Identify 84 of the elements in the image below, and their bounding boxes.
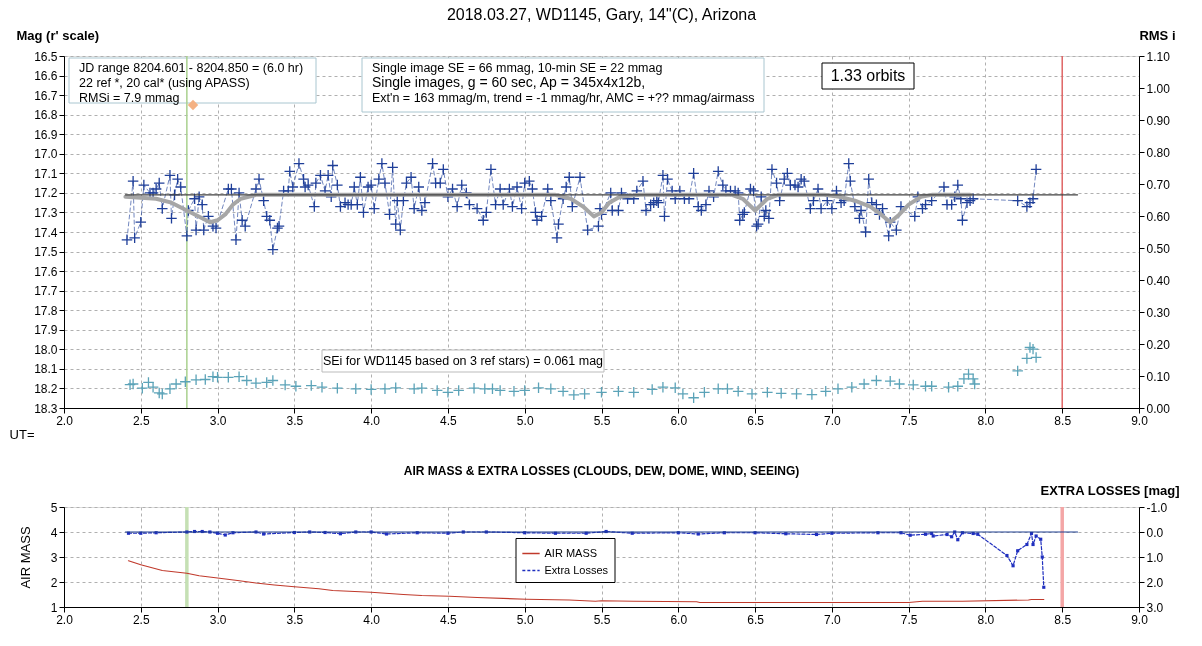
x-tick-label: 6.0 <box>670 612 688 627</box>
y2-tick-label: 1.0 <box>1146 550 1164 565</box>
x-tick-label: 8.0 <box>977 413 995 428</box>
x-tick-label: 6.5 <box>747 612 765 627</box>
x-axis-title: UT= <box>9 426 35 442</box>
x-tick-label: 3.5 <box>286 612 304 627</box>
chart-title: AIR MASS & EXTRA LOSSES (CLOUDS, DEW, DOME, WIND, SEEING) <box>403 464 800 478</box>
y2-tick-label: 0.40 <box>1146 273 1171 288</box>
y-tick-label: 18.0 <box>34 342 58 357</box>
y-tick-label: 16.8 <box>34 108 58 123</box>
y2-tick-label: 0.30 <box>1146 305 1171 320</box>
y2-tick-label: 0.90 <box>1146 113 1171 128</box>
x-tick-label: 5.5 <box>593 612 611 627</box>
x-tick-label: 5.5 <box>593 413 611 428</box>
y-tick-label: 16.6 <box>34 69 58 84</box>
y-tick-label: 17.6 <box>34 264 58 279</box>
x-tick-label: 2.5 <box>132 612 150 627</box>
x-tick-label: 8.5 <box>1054 612 1072 627</box>
x-tick-label: 8.0 <box>977 612 995 627</box>
x-tick-label: 3.0 <box>209 612 227 627</box>
y2-tick-label: 2.0 <box>1146 575 1164 590</box>
x-tick-label: 3.5 <box>286 413 304 428</box>
x-tick-label: 9.0 <box>1131 413 1149 428</box>
y-tick-label: 1 <box>50 600 58 615</box>
y-tick-label: 4 <box>50 525 58 540</box>
y-axis-title: AIR MASS <box>17 526 33 589</box>
x-tick-label: 7.5 <box>900 413 918 428</box>
y-tick-label: 18.1 <box>34 362 58 377</box>
y-tick-label: 5 <box>50 500 58 515</box>
y2-axis-title: RMS i <box>1139 27 1176 43</box>
y-tick-label: 17.7 <box>34 284 58 299</box>
chart-title: 2018.03.27, WD1145, Gary, 14"(C), Arizona <box>446 6 757 23</box>
y-tick-label: 17.2 <box>34 186 58 201</box>
y2-tick-label: -1.0 <box>1146 500 1168 515</box>
y-tick-label: 16.9 <box>34 127 58 142</box>
y-tick-label: 17.3 <box>34 205 58 220</box>
y2-tick-label: 0.70 <box>1146 177 1171 192</box>
x-tick-label: 6.0 <box>670 413 688 428</box>
y-axis-title: Mag (r' scale) <box>16 27 100 43</box>
x-tick-label: 9.0 <box>1131 612 1149 627</box>
x-tick-label: 5.0 <box>516 612 534 627</box>
x-tick-label: 2.0 <box>56 612 74 627</box>
x-tick-label: 8.5 <box>1054 413 1072 428</box>
annotation: JD range 8204.601 - 8204.850 = (6.0 hr) 22 ref *, 20 cal* (using APASS) RMSi = 7.9 mmag <box>79 61 304 105</box>
x-tick-label: 6.5 <box>747 413 765 428</box>
annotation: SEi for WD1145 based on 3 ref stars) = 0.061 mag <box>322 354 604 368</box>
x-tick-label: 7.5 <box>900 612 918 627</box>
x-tick-label: 2.0 <box>56 413 74 428</box>
annotation: 1.33 orbits <box>830 67 906 84</box>
y-tick-label: 18.3 <box>34 401 58 416</box>
x-tick-label: 4.5 <box>440 612 458 627</box>
legend-label: Extra Losses <box>544 563 609 576</box>
y-tick-label: 2 <box>50 575 58 590</box>
y2-tick-label: 0.00 <box>1146 401 1171 416</box>
y2-tick-label: 0.0 <box>1146 525 1164 540</box>
y-tick-label: 17.1 <box>34 166 58 181</box>
y-tick-label: 16.5 <box>34 49 58 64</box>
y2-tick-label: 0.50 <box>1146 241 1171 256</box>
x-tick-label: 4.0 <box>363 612 381 627</box>
y2-tick-label: 0.80 <box>1146 145 1171 160</box>
legend-label: AIR MASS <box>544 546 598 559</box>
x-tick-label: 4.5 <box>440 413 458 428</box>
y-tick-label: 17.8 <box>34 303 58 318</box>
annotation: Single image SE = 66 mmag, 10-min SE = 22 mmag Single images, g = 60 sec, Ap = 345x4x12b, Ext'n = 163 mmag/m, trend = -1 mmag/hr, AMC = +?? mmag/airmass <box>372 61 755 105</box>
y2-tick-label: 0.10 <box>1146 369 1171 384</box>
y-tick-label: 3 <box>50 550 58 565</box>
y-tick-label: 18.2 <box>34 381 58 396</box>
x-tick-label: 4.0 <box>363 413 381 428</box>
x-tick-label: 7.0 <box>824 413 842 428</box>
y2-tick-label: 1.00 <box>1146 81 1171 96</box>
y2-tick-label: 0.20 <box>1146 337 1171 352</box>
y-tick-label: 17.5 <box>34 245 58 260</box>
y2-tick-label: 0.60 <box>1146 209 1171 224</box>
y-tick-label: 16.7 <box>34 88 58 103</box>
x-tick-label: 2.5 <box>132 413 150 428</box>
x-tick-label: 3.0 <box>209 413 227 428</box>
y2-tick-label: 1.10 <box>1146 49 1171 64</box>
x-tick-label: 7.0 <box>824 612 842 627</box>
y2-tick-label: 3.0 <box>1146 600 1164 615</box>
x-tick-label: 5.0 <box>516 413 534 428</box>
y-tick-label: 17.4 <box>34 225 58 240</box>
y-tick-label: 17.9 <box>34 323 58 338</box>
y-tick-label: 17.0 <box>34 147 58 162</box>
y2-axis-title: EXTRA LOSSES [mag] <box>1040 482 1180 498</box>
